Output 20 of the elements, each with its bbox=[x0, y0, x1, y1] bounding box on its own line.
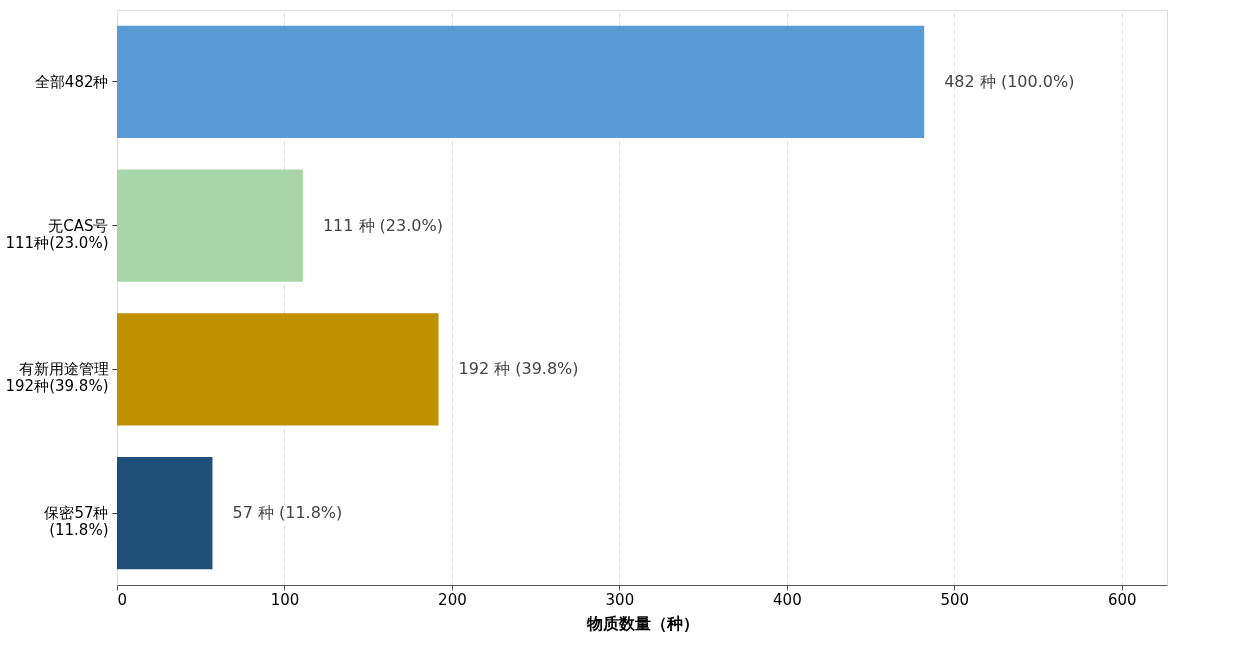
x-tick-label: 100 bbox=[270, 590, 300, 609]
bar bbox=[117, 169, 303, 282]
x-tick-label: 600 bbox=[1107, 590, 1137, 609]
x-tick-label: 500 bbox=[940, 590, 970, 609]
y-tick-label: 保密57种 (11.8%) bbox=[44, 504, 109, 540]
x-tick-label: 0 bbox=[117, 590, 128, 609]
bar bbox=[117, 25, 925, 138]
data-label: 192 种 (39.8%) bbox=[458, 359, 579, 379]
x-axis-title: 物质数量（种） bbox=[585, 613, 699, 633]
x-tick-label: 400 bbox=[773, 590, 802, 609]
x-tick-label: 300 bbox=[605, 590, 635, 609]
bar bbox=[117, 457, 213, 570]
data-label: 482 种 (100.0%) bbox=[944, 71, 1075, 91]
data-label: 111 种 (23.0%) bbox=[322, 215, 443, 235]
y-tick-label: 全部482种 bbox=[34, 72, 109, 91]
y-tick-label: 无CAS号 111种(23.0%) bbox=[5, 216, 109, 252]
y-tick-label: 有新用途管理 192种(39.8%) bbox=[5, 360, 109, 396]
data-label: 57 种 (11.8%) bbox=[232, 503, 343, 523]
bar bbox=[117, 313, 439, 426]
x-tick-label: 200 bbox=[438, 590, 467, 609]
